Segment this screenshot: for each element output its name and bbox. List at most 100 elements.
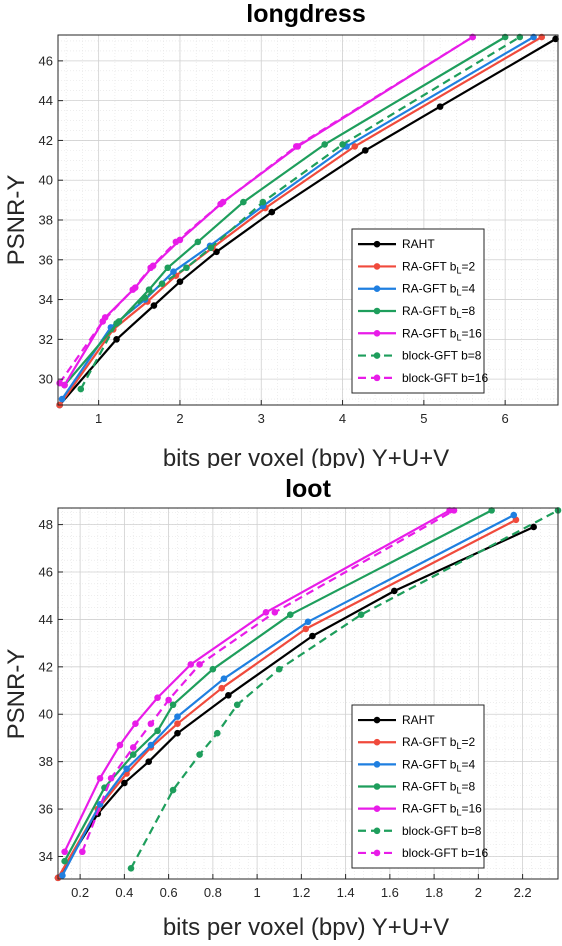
data-point	[450, 507, 458, 514]
legend-label: RA-GFT bL=8	[402, 304, 475, 320]
data-point	[275, 665, 283, 673]
legend-swatch-marker	[373, 738, 381, 746]
series-4	[61, 507, 453, 856]
y-tick-label: 46	[39, 53, 53, 68]
data-point	[123, 765, 130, 773]
plot-frame	[57, 507, 559, 880]
data-point	[174, 720, 181, 728]
data-point	[129, 286, 137, 293]
y-tick-label: 40	[39, 173, 53, 188]
y-tick-label: 40	[39, 707, 53, 722]
legend-entry: RA-GFT bL=4	[358, 282, 475, 298]
x-tick-label: 1	[95, 411, 102, 426]
legend-label: RAHT	[402, 713, 435, 727]
x-tick-label: 1	[253, 885, 260, 900]
legend-entry: RA-GFT bL=16	[358, 326, 482, 342]
x-tick-label: 0.8	[204, 885, 222, 900]
legend-label: RA-GFT bL=4	[402, 282, 475, 298]
legend-swatch-marker	[373, 761, 381, 768]
x-tick-label: 0.6	[160, 885, 178, 900]
data-point	[194, 238, 202, 246]
data-point	[58, 395, 66, 403]
data-point	[158, 280, 166, 287]
data-point	[220, 675, 228, 682]
legend-entry: RA-GFT bL=8	[358, 304, 475, 320]
data-point	[196, 751, 203, 758]
data-point	[121, 779, 128, 787]
x-tick-label: 5	[420, 411, 427, 426]
x-tick-label: 1.4	[337, 885, 355, 900]
y-axis-label: PSNR-Y	[3, 649, 30, 740]
data-point	[150, 302, 158, 309]
series-6	[79, 507, 458, 856]
data-point	[351, 143, 359, 150]
data-point	[292, 143, 300, 150]
data-point	[113, 336, 120, 343]
data-point	[147, 741, 155, 749]
data-point	[96, 774, 104, 782]
data-point	[213, 248, 220, 256]
chart-title: longdress	[246, 0, 365, 28]
y-tick-label: 34	[39, 849, 53, 864]
data-point	[240, 198, 247, 206]
y-tick-label: 34	[39, 292, 53, 307]
x-tick-label: 1.2	[292, 885, 310, 900]
legend-swatch-marker	[373, 329, 381, 337]
data-point	[362, 147, 369, 154]
legend-label: RA-GFT bL=16	[402, 802, 482, 818]
x-tick-label: 0.4	[115, 885, 133, 900]
data-point	[59, 872, 66, 879]
legend-swatch-marker	[373, 783, 381, 790]
data-point	[552, 35, 559, 43]
series-2	[59, 511, 518, 879]
data-point	[147, 264, 154, 272]
series-5	[77, 33, 524, 393]
x-tick-label: 2	[176, 411, 183, 426]
data-point	[132, 720, 139, 728]
data-point	[436, 103, 444, 110]
data-point	[127, 865, 135, 872]
series-0	[54, 523, 537, 882]
legend-entry: block-GFT b=8	[358, 349, 482, 363]
data-point	[213, 729, 221, 737]
legend-label: block-GFT b=16	[402, 846, 488, 860]
data-point	[390, 587, 398, 595]
y-tick-label: 38	[39, 213, 53, 228]
data-point	[145, 286, 153, 293]
y-tick-label: 46	[39, 565, 53, 580]
x-tick-label: 6	[502, 411, 509, 426]
legend-entry: RA-GFT bL=2	[358, 735, 475, 751]
data-point	[107, 774, 115, 782]
y-tick-label: 36	[39, 802, 53, 817]
legend-swatch-marker	[373, 263, 381, 270]
legend-entry: RAHT	[358, 237, 435, 251]
legend-entry: RA-GFT bL=8	[358, 780, 475, 796]
chart-loot: loot 0.2 0.4 0.6 0.8 1 1.2 1.4 1.6 1.8 2 2.2 34 36 38…	[0, 468, 562, 941]
data-point	[141, 294, 149, 301]
data-point	[56, 379, 63, 387]
series-line	[79, 36, 521, 390]
data-point	[218, 684, 226, 692]
legend-label: RA-GFT bL=16	[402, 326, 482, 342]
series-line	[58, 36, 474, 384]
legend-swatch-marker	[373, 805, 381, 812]
series-line	[63, 509, 451, 853]
data-point	[129, 751, 137, 758]
y-tick-label: 38	[39, 754, 53, 769]
data-point	[225, 691, 232, 699]
legend-entry: block-GFT b=8	[358, 824, 482, 838]
legend-swatch-marker	[373, 374, 381, 382]
legend-entry: RA-GFT bL=4	[358, 757, 475, 773]
legend-swatch-marker	[373, 240, 381, 248]
series-line	[81, 509, 455, 853]
data-point	[217, 200, 224, 208]
data-point	[262, 609, 270, 616]
y-tick-label: 44	[39, 93, 53, 108]
data-point	[113, 320, 120, 327]
legend-swatch-marker	[373, 827, 381, 835]
data-point	[357, 611, 365, 618]
data-point	[116, 741, 124, 749]
legend-label: RA-GFT bL=4	[402, 757, 475, 773]
